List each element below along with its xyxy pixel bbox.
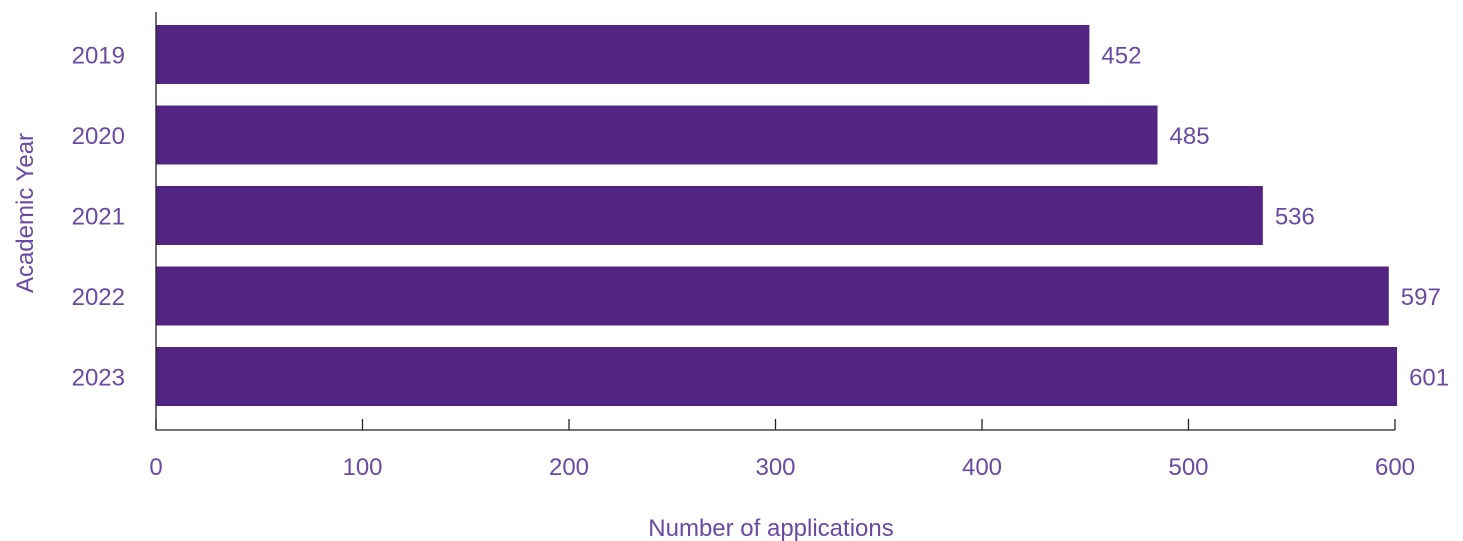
x-axis: 0 100 200 300 400 500 600 — [149, 419, 1415, 481]
x-tick-label-100: 100 — [342, 454, 382, 481]
bar-2019 — [156, 25, 1090, 84]
value-labels-group: 452 485 536 597 601 — [1101, 43, 1449, 392]
value-label-2020: 485 — [1170, 123, 1210, 150]
bar-2023 — [156, 347, 1398, 406]
category-label-2022: 2022 — [72, 284, 125, 311]
y-axis-title: Academic Year — [12, 133, 39, 293]
x-tick-label-300: 300 — [755, 454, 795, 481]
x-tick-label-500: 500 — [1168, 454, 1208, 481]
category-label-2023: 2023 — [72, 365, 125, 392]
bar-2020 — [156, 105, 1158, 165]
x-axis-title: Number of applications — [648, 515, 893, 541]
category-label-2021: 2021 — [72, 204, 125, 231]
x-tick-label-0: 0 — [149, 454, 162, 481]
category-label-2020: 2020 — [72, 123, 125, 150]
x-tick-label-600: 600 — [1375, 454, 1415, 481]
value-label-2021: 536 — [1275, 204, 1315, 231]
bar-2022 — [156, 266, 1389, 326]
x-tick-label-200: 200 — [549, 454, 589, 481]
bar-2021 — [156, 186, 1263, 245]
bars-group — [156, 25, 1398, 406]
value-label-2023: 601 — [1409, 365, 1449, 392]
x-tick-label-400: 400 — [962, 454, 1002, 481]
value-label-2019: 452 — [1101, 43, 1141, 70]
value-label-2022: 597 — [1401, 284, 1441, 311]
category-label-2019: 2019 — [72, 43, 125, 70]
category-labels-group: 2019 2020 2021 2022 2023 — [72, 43, 125, 392]
